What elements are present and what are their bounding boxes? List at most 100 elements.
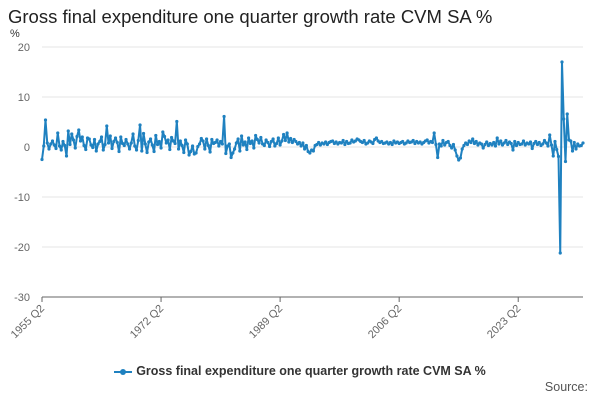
data-point[interactable] [70, 132, 74, 136]
data-point[interactable] [448, 143, 452, 148]
data-point[interactable] [183, 138, 188, 142]
data-point[interactable] [103, 142, 107, 147]
data-point[interactable] [180, 143, 184, 148]
data-point[interactable] [178, 139, 182, 143]
data-point[interactable] [75, 134, 79, 139]
data-point[interactable] [61, 139, 65, 144]
data-point[interactable] [434, 142, 438, 147]
data-point[interactable] [248, 141, 252, 146]
data-point[interactable] [290, 140, 294, 145]
data-point[interactable] [220, 142, 224, 146]
data-point[interactable] [401, 139, 405, 144]
data-point[interactable] [331, 139, 335, 143]
data-point[interactable] [150, 143, 154, 147]
data-point[interactable] [341, 138, 345, 143]
data-point[interactable] [148, 137, 153, 141]
data-point[interactable] [119, 135, 123, 139]
data-point[interactable] [56, 131, 60, 135]
data-point[interactable] [254, 133, 258, 138]
data-point[interactable] [50, 139, 55, 143]
data-point[interactable] [159, 146, 163, 150]
data-point[interactable] [546, 144, 550, 148]
data-point[interactable] [215, 138, 219, 142]
data-point[interactable] [245, 147, 249, 152]
data-point[interactable] [565, 112, 569, 116]
data-point[interactable] [374, 136, 378, 140]
data-point[interactable] [52, 143, 56, 147]
data-point[interactable] [176, 147, 181, 151]
data-point[interactable] [234, 141, 238, 145]
data-point[interactable] [138, 123, 142, 127]
data-point[interactable] [453, 148, 457, 152]
data-point[interactable] [439, 144, 443, 148]
data-point[interactable] [259, 135, 263, 140]
data-point[interactable] [308, 151, 312, 155]
data-point[interactable] [481, 146, 485, 150]
data-point[interactable] [77, 128, 81, 132]
data-point[interactable] [560, 60, 564, 64]
data-point[interactable] [483, 142, 487, 147]
data-point[interactable] [91, 145, 95, 150]
data-point[interactable] [502, 141, 506, 145]
data-point[interactable] [534, 139, 538, 144]
data-point[interactable] [155, 142, 160, 147]
data-point[interactable] [231, 151, 235, 155]
data-point[interactable] [47, 147, 51, 151]
data-point[interactable] [285, 131, 289, 135]
legend[interactable]: Gross final expenditure one quarter grow… [0, 364, 600, 378]
data-point[interactable] [218, 139, 223, 144]
data-point[interactable] [154, 133, 158, 138]
data-point[interactable] [548, 133, 552, 137]
data-point[interactable] [443, 143, 447, 147]
data-point[interactable] [94, 149, 98, 153]
data-point[interactable] [446, 139, 450, 144]
data-point[interactable] [232, 147, 237, 151]
data-point[interactable] [362, 138, 366, 143]
data-point[interactable] [574, 147, 578, 151]
data-point[interactable] [430, 140, 435, 145]
data-point[interactable] [78, 139, 83, 143]
data-point[interactable] [462, 143, 466, 148]
data-point[interactable] [301, 141, 305, 145]
data-point[interactable] [294, 139, 298, 144]
data-point[interactable] [43, 118, 48, 122]
data-point[interactable] [241, 143, 245, 147]
data-point[interactable] [499, 139, 503, 143]
data-point[interactable] [98, 139, 102, 144]
data-point[interactable] [140, 149, 144, 153]
data-point[interactable] [280, 139, 284, 143]
data-point[interactable] [514, 143, 519, 148]
data-point[interactable] [266, 140, 270, 145]
data-point[interactable] [106, 141, 111, 145]
data-point[interactable] [252, 146, 256, 150]
data-point[interactable] [99, 135, 104, 139]
data-point[interactable] [175, 119, 179, 124]
data-point[interactable] [283, 138, 287, 143]
data-point[interactable] [371, 141, 375, 146]
data-point[interactable] [569, 139, 573, 143]
data-point[interactable] [451, 142, 456, 147]
data-point[interactable] [157, 139, 161, 144]
data-point[interactable] [460, 147, 464, 151]
data-point[interactable] [143, 142, 147, 146]
data-point[interactable] [572, 140, 576, 145]
data-point[interactable] [87, 137, 91, 141]
data-point[interactable] [485, 140, 489, 144]
data-point[interactable] [490, 143, 494, 147]
data-point[interactable] [190, 144, 195, 148]
data-point[interactable] [117, 149, 121, 154]
data-point[interactable] [197, 142, 202, 146]
data-point[interactable] [497, 142, 501, 146]
data-point[interactable] [71, 138, 76, 142]
data-point[interactable] [84, 147, 88, 152]
data-point[interactable] [570, 149, 575, 153]
data-point[interactable] [66, 129, 70, 133]
data-point[interactable] [492, 140, 496, 145]
data-point[interactable] [289, 136, 293, 141]
data-point[interactable] [528, 140, 533, 144]
data-point[interactable] [115, 140, 119, 145]
data-point[interactable] [455, 154, 459, 158]
data-point[interactable] [80, 135, 84, 139]
data-point[interactable] [247, 136, 251, 140]
data-point[interactable] [542, 138, 547, 143]
